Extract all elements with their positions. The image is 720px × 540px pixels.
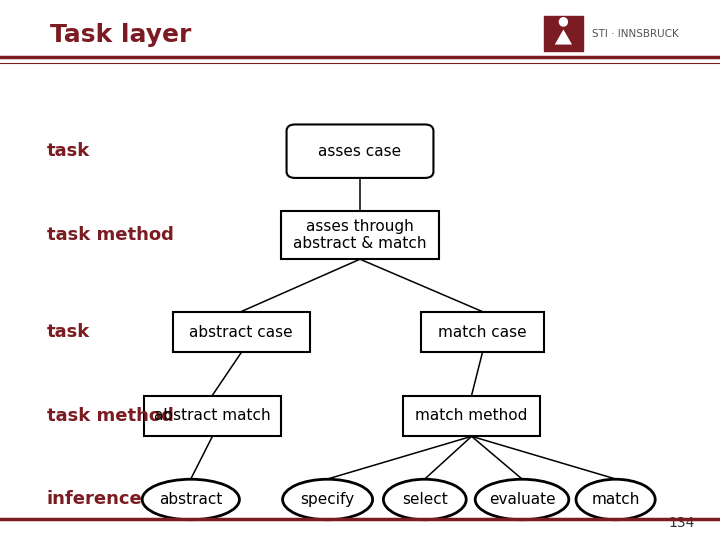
- Text: STI · INNSBRUCK: STI · INNSBRUCK: [592, 29, 678, 39]
- FancyBboxPatch shape: [144, 395, 281, 436]
- Ellipse shape: [283, 480, 373, 519]
- Text: abstract case: abstract case: [189, 325, 293, 340]
- Text: task method: task method: [47, 226, 174, 244]
- Polygon shape: [554, 29, 572, 45]
- Text: asses through
abstract & match: asses through abstract & match: [293, 219, 427, 251]
- Text: Task layer: Task layer: [50, 23, 192, 47]
- FancyBboxPatch shape: [281, 211, 439, 259]
- Text: select: select: [402, 492, 448, 507]
- Text: task: task: [47, 323, 90, 341]
- Text: match case: match case: [438, 325, 527, 340]
- FancyBboxPatch shape: [403, 395, 540, 436]
- FancyBboxPatch shape: [287, 125, 433, 178]
- Text: abstract: abstract: [159, 492, 222, 507]
- Ellipse shape: [576, 480, 655, 519]
- FancyBboxPatch shape: [544, 16, 583, 51]
- Text: evaluate: evaluate: [489, 492, 555, 507]
- Ellipse shape: [475, 480, 569, 519]
- FancyBboxPatch shape: [173, 312, 310, 352]
- Ellipse shape: [143, 480, 239, 519]
- Ellipse shape: [383, 480, 467, 519]
- Text: asses case: asses case: [318, 144, 402, 159]
- Ellipse shape: [559, 17, 568, 26]
- Text: match method: match method: [415, 408, 528, 423]
- FancyBboxPatch shape: [421, 312, 544, 352]
- Text: task: task: [47, 142, 90, 160]
- Text: task method: task method: [47, 407, 174, 425]
- Text: specify: specify: [300, 492, 355, 507]
- Text: abstract match: abstract match: [154, 408, 271, 423]
- Text: inference: inference: [47, 490, 143, 509]
- Text: 134: 134: [668, 516, 695, 530]
- Text: match: match: [591, 492, 640, 507]
